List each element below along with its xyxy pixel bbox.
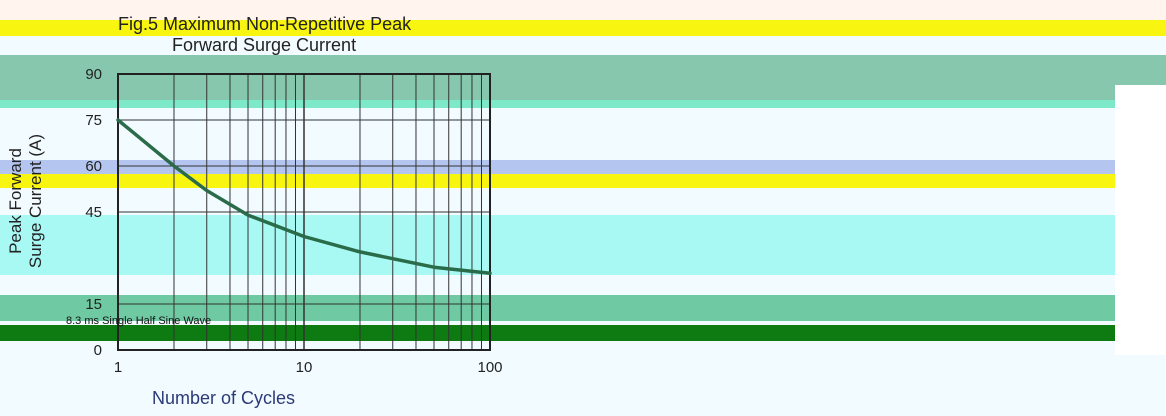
chart-annotation: 8.3 ms Single Half Sine Wave <box>66 315 211 327</box>
x-tick-label: 10 <box>296 359 313 376</box>
band-mint-1 <box>0 100 1166 108</box>
y-tick-label: 0 <box>94 342 102 359</box>
chart-title-line1: Fig.5 Maximum Non-Repetitive Peak <box>118 14 412 34</box>
y-tick-label: 60 <box>85 158 102 175</box>
x-axis-label: Number of Cycles <box>152 388 296 408</box>
band-green-1 <box>0 55 1166 100</box>
band-periwinkle <box>0 160 1166 174</box>
band-green-2 <box>0 295 1166 321</box>
chart-title-line2: Forward Surge Current <box>172 35 357 55</box>
x-tick-label: 1 <box>114 359 122 376</box>
y-tick-label: 90 <box>85 66 102 83</box>
x-tick-label: 100 <box>477 359 502 376</box>
surge-curve <box>116 118 492 276</box>
band-yellow-2 <box>0 174 1166 188</box>
band-cyan-1 <box>0 215 1166 275</box>
band-top <box>0 0 1166 20</box>
plot-frame <box>117 73 491 351</box>
y-tick-label: 75 <box>85 112 102 129</box>
right-edge-strip <box>1115 85 1166 355</box>
band-darkgreen <box>0 325 1166 341</box>
band-yellow-1 <box>0 20 1166 36</box>
y-tick-label: 15 <box>85 296 102 313</box>
y-tick-label: 45 <box>85 204 102 221</box>
